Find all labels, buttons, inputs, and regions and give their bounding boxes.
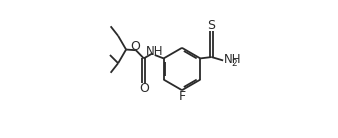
Text: O: O [139,82,149,95]
Text: NH: NH [145,45,163,58]
Text: NH: NH [224,53,241,66]
Text: 2: 2 [231,59,237,68]
Text: O: O [130,40,140,53]
Text: F: F [178,90,186,103]
Text: S: S [208,19,216,32]
